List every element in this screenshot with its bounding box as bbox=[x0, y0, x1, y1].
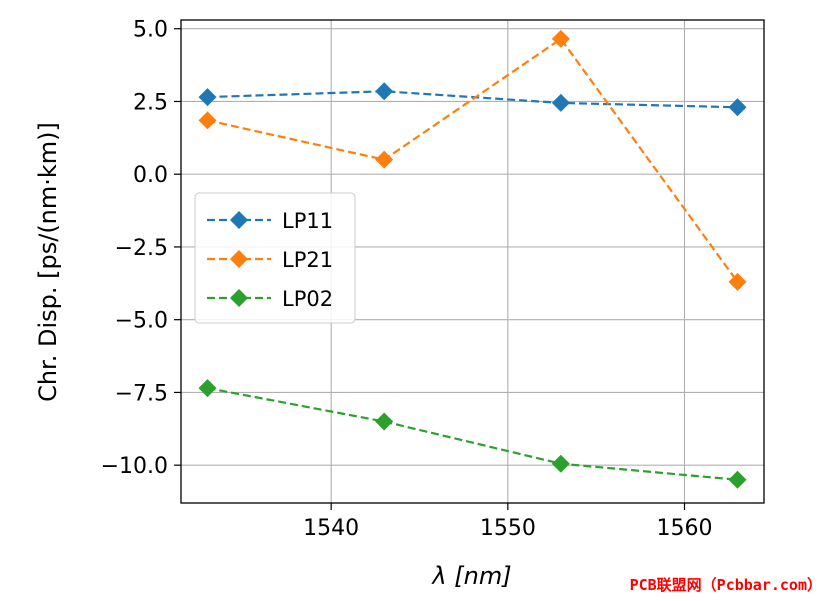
y-tick-label: 2.5 bbox=[133, 90, 168, 115]
legend-label: LP11 bbox=[282, 209, 333, 233]
legend-marker bbox=[230, 250, 248, 268]
data-point bbox=[728, 98, 747, 117]
series-lp21 bbox=[198, 29, 747, 291]
y-tick-label: −5.0 bbox=[115, 309, 168, 334]
watermark: PCB联盟网（Pcbbar.com） bbox=[629, 576, 822, 594]
legend-marker bbox=[230, 211, 248, 229]
series-layer bbox=[198, 29, 747, 489]
series-line bbox=[207, 386, 738, 481]
data-point bbox=[198, 88, 217, 107]
data-point bbox=[375, 82, 394, 101]
series-lp02 bbox=[198, 379, 747, 489]
y-tick-label: −7.5 bbox=[115, 381, 168, 406]
x-tick-label: 1560 bbox=[657, 516, 713, 541]
y-tick-label: 5.0 bbox=[133, 18, 168, 43]
data-point bbox=[375, 412, 394, 431]
data-point bbox=[728, 470, 747, 489]
data-point bbox=[198, 379, 217, 398]
x-axis-label: λ [nm] bbox=[430, 562, 511, 590]
data-point bbox=[551, 29, 570, 48]
y-tick-label: −2.5 bbox=[115, 236, 168, 261]
data-point bbox=[728, 272, 747, 291]
data-point bbox=[198, 111, 217, 130]
legend-label: LP21 bbox=[282, 248, 333, 272]
data-point bbox=[551, 93, 570, 112]
series-lp11 bbox=[198, 82, 747, 117]
legend-box bbox=[194, 192, 356, 324]
legend-marker bbox=[230, 289, 248, 307]
legend-label: LP02 bbox=[282, 287, 333, 311]
plot-frame bbox=[180, 19, 765, 504]
series-line bbox=[207, 90, 738, 109]
y-axis-label: Chr. Disp. [ps/(nm·km)] bbox=[34, 122, 62, 402]
x-tick-label: 1540 bbox=[303, 516, 359, 541]
axis-ticks: 1540 1550 1560 5.0 2.5 0.0 −2.5 −5.0 −7.5 −10.0 bbox=[101, 18, 713, 541]
legend-item: LP21 bbox=[207, 248, 333, 272]
data-point bbox=[551, 454, 570, 473]
y-tick-label: 0.0 bbox=[133, 163, 168, 188]
legend-item: LP11 bbox=[207, 209, 333, 233]
x-tick-label: 1550 bbox=[480, 516, 536, 541]
legend-item: LP02 bbox=[207, 287, 333, 311]
y-tick-label: −10.0 bbox=[101, 454, 168, 479]
legend: LP11 LP21 LP02 bbox=[194, 192, 356, 324]
series-line bbox=[207, 37, 739, 283]
data-point bbox=[375, 150, 394, 169]
